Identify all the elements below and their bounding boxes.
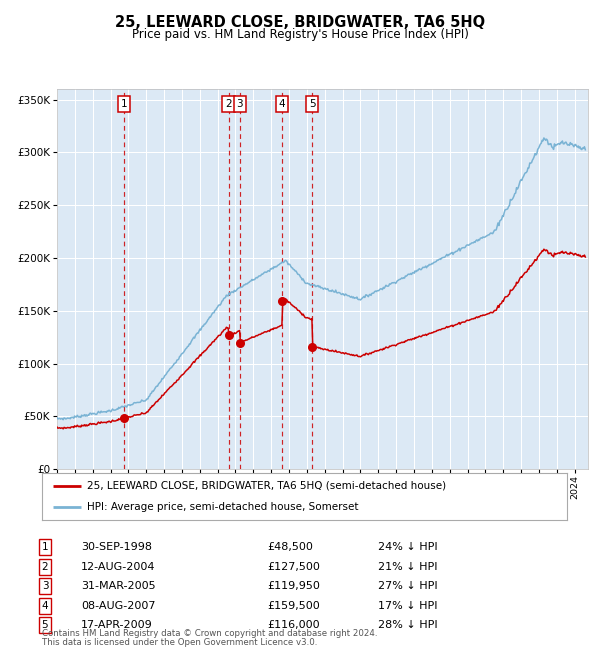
Text: 4: 4 bbox=[278, 99, 285, 109]
Text: 4: 4 bbox=[41, 601, 49, 611]
Text: £127,500: £127,500 bbox=[267, 562, 320, 572]
Text: 21% ↓ HPI: 21% ↓ HPI bbox=[378, 562, 437, 572]
Text: 27% ↓ HPI: 27% ↓ HPI bbox=[378, 581, 437, 592]
Text: 5: 5 bbox=[309, 99, 316, 109]
Text: £116,000: £116,000 bbox=[267, 620, 320, 630]
Text: 3: 3 bbox=[236, 99, 243, 109]
Text: 08-AUG-2007: 08-AUG-2007 bbox=[81, 601, 155, 611]
Text: 30-SEP-1998: 30-SEP-1998 bbox=[81, 542, 152, 552]
Text: Price paid vs. HM Land Registry's House Price Index (HPI): Price paid vs. HM Land Registry's House … bbox=[131, 28, 469, 41]
Text: 25, LEEWARD CLOSE, BRIDGWATER, TA6 5HQ (semi-detached house): 25, LEEWARD CLOSE, BRIDGWATER, TA6 5HQ (… bbox=[86, 481, 446, 491]
Text: £48,500: £48,500 bbox=[267, 542, 313, 552]
Text: 17-APR-2009: 17-APR-2009 bbox=[81, 620, 153, 630]
Text: 2: 2 bbox=[41, 562, 49, 572]
Text: 2: 2 bbox=[225, 99, 232, 109]
Text: 31-MAR-2005: 31-MAR-2005 bbox=[81, 581, 155, 592]
Text: Contains HM Land Registry data © Crown copyright and database right 2024.: Contains HM Land Registry data © Crown c… bbox=[42, 629, 377, 638]
Text: 1: 1 bbox=[121, 99, 127, 109]
Text: 5: 5 bbox=[41, 620, 49, 630]
Text: 17% ↓ HPI: 17% ↓ HPI bbox=[378, 601, 437, 611]
Text: 28% ↓ HPI: 28% ↓ HPI bbox=[378, 620, 437, 630]
Text: 1: 1 bbox=[41, 542, 49, 552]
Text: 25, LEEWARD CLOSE, BRIDGWATER, TA6 5HQ: 25, LEEWARD CLOSE, BRIDGWATER, TA6 5HQ bbox=[115, 15, 485, 30]
Text: 12-AUG-2004: 12-AUG-2004 bbox=[81, 562, 155, 572]
Text: 3: 3 bbox=[41, 581, 49, 592]
Text: HPI: Average price, semi-detached house, Somerset: HPI: Average price, semi-detached house,… bbox=[86, 502, 358, 512]
Text: This data is licensed under the Open Government Licence v3.0.: This data is licensed under the Open Gov… bbox=[42, 638, 317, 647]
Text: £119,950: £119,950 bbox=[267, 581, 320, 592]
Text: £159,500: £159,500 bbox=[267, 601, 320, 611]
Text: 24% ↓ HPI: 24% ↓ HPI bbox=[378, 542, 437, 552]
